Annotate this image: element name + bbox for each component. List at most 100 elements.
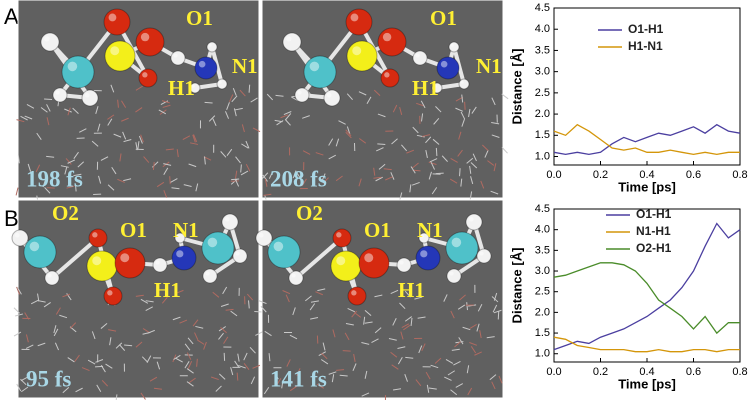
water [373,176,382,179]
water [266,93,274,101]
panel-label: B [4,206,19,231]
water [315,291,324,296]
water [204,156,206,165]
water [141,356,149,363]
water [91,331,96,340]
y-tick-label: 4.5 [535,203,550,215]
water [140,298,149,304]
panel-label: A [4,4,19,29]
water [268,353,271,362]
water [344,332,350,341]
water [466,157,474,164]
water [309,303,316,311]
water [468,109,471,118]
water [175,357,183,363]
atom [458,78,470,90]
water [81,367,90,372]
water [399,106,403,115]
water [464,101,466,110]
water [75,387,83,393]
atom [323,89,341,107]
atom [282,32,302,52]
water [248,300,250,309]
water [459,294,466,301]
water [450,158,458,163]
water [160,100,169,106]
atom [377,27,407,57]
water [361,392,370,397]
atom-label: H1 [398,278,425,302]
water [358,138,367,144]
water [208,115,216,122]
water [123,178,132,182]
water [351,310,358,318]
water [135,142,138,151]
water [410,166,416,174]
atom [52,87,68,103]
atom [135,27,165,57]
x-axis-label: Time [ps] [618,179,676,194]
y-tick-label: 1.0 [535,348,550,360]
water [352,363,357,372]
water [399,302,406,310]
water [231,95,238,103]
water [466,365,470,374]
water [121,100,127,108]
atom-highlight [92,232,98,238]
water [156,361,161,370]
water [140,134,144,143]
water [268,171,274,179]
water [117,178,125,183]
water [171,187,180,190]
atom-highlight [140,32,150,42]
water [124,344,133,347]
water [289,334,298,340]
water [97,123,101,132]
water [430,364,439,369]
water [316,383,324,389]
water [196,358,198,367]
water [238,364,246,369]
water [275,94,284,97]
series-line [553,123,740,156]
y-tick-label: 4.0 [535,23,550,35]
water [24,115,33,120]
water [466,302,468,311]
water [484,150,489,158]
water [471,106,477,114]
water [96,384,102,393]
water [16,383,22,392]
water [310,300,319,303]
water [412,162,419,169]
water [392,104,398,113]
water [246,293,254,301]
water [264,330,272,337]
water [212,291,220,298]
y-tick-label: 2.5 [535,286,550,298]
atom-highlight [155,260,160,265]
water [322,342,326,351]
water [489,374,497,381]
water [336,369,345,371]
water [40,107,48,113]
bond [210,46,224,85]
water [291,96,299,102]
atom [332,228,352,248]
water [455,107,463,112]
water [65,158,72,165]
water [232,87,237,96]
water [457,304,466,310]
water [46,117,50,126]
atom-highlight [297,90,302,95]
water [74,354,80,362]
atom-highlight [258,232,264,238]
water [230,310,238,317]
atom-highlight [191,84,195,88]
water [195,325,204,329]
water [105,363,113,369]
atom-highlight [350,13,359,22]
water [335,175,343,182]
water [119,153,122,162]
atom-highlight [176,250,184,258]
atom [347,286,367,306]
